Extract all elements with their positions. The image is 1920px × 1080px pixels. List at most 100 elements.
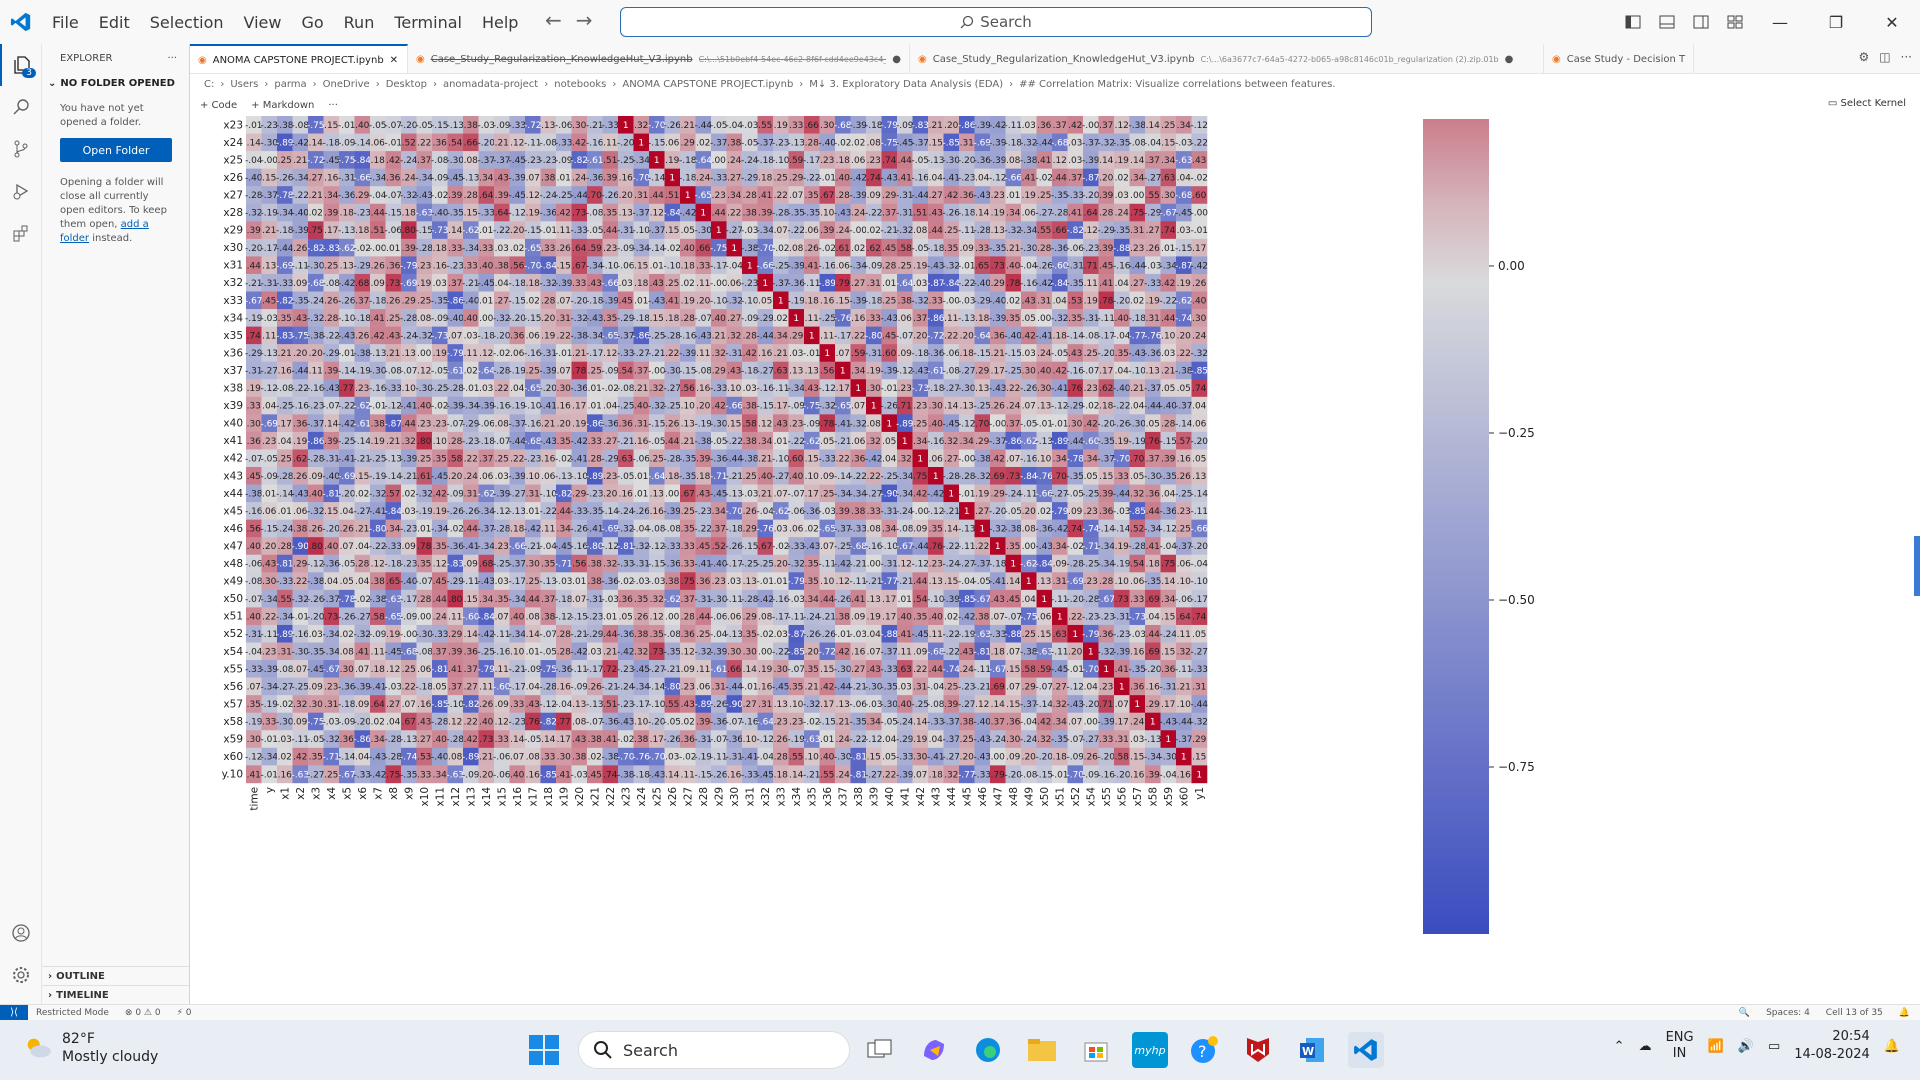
breadcrumb-item[interactable]: notebooks <box>554 78 607 90</box>
forward-arrow-icon[interactable]: → <box>575 8 593 32</box>
cell-annotation: -.20 <box>539 384 557 394</box>
back-arrow-icon[interactable]: ← <box>545 8 562 32</box>
remote-indicator-icon[interactable]: ⟩⟨ <box>0 1004 28 1021</box>
cell-annotation: .74 <box>247 332 262 342</box>
language-indicator[interactable]: ENG IN <box>1666 1030 1694 1062</box>
menu-file[interactable]: File <box>52 12 79 32</box>
battery-icon[interactable]: ▭ <box>1767 1038 1781 1054</box>
notifications-bell-icon[interactable]: 🔔 <box>1898 1007 1910 1018</box>
cell-annotation: -.35 <box>880 683 898 693</box>
task-view-icon[interactable] <box>862 1032 898 1068</box>
menu-go[interactable]: Go <box>301 12 324 32</box>
clock[interactable]: 20:54 14-08-2024 <box>1794 1028 1870 1064</box>
mcafee-icon[interactable] <box>1240 1032 1276 1068</box>
breadcrumb-item[interactable]: anomadata-project <box>442 78 539 90</box>
outline-section[interactable]: › OUTLINE <box>42 966 190 985</box>
menu-edit[interactable]: Edit <box>98 12 130 32</box>
more-actions-icon[interactable]: ··· <box>1900 50 1912 64</box>
tab-anoma-capstone[interactable]: ◉ ANOMA CAPSTONE PROJECT.ipynb ✕ <box>190 44 408 73</box>
more-actions-icon[interactable]: ··· <box>167 52 177 64</box>
command-search-box[interactable]: Search <box>620 7 1372 37</box>
cell-annotation: .11 <box>805 314 819 324</box>
notification-bell-icon[interactable]: 🔔 <box>1883 1038 1900 1054</box>
cell-annotation: .04 <box>867 630 882 640</box>
open-folder-button[interactable]: Open Folder <box>60 138 172 162</box>
add-folder-link[interactable]: add a folder <box>60 219 149 244</box>
tab-regularization-2[interactable]: ◉ Case_Study_Regularization_KnowledgeHut… <box>910 44 1544 73</box>
cell-annotation: -.25 <box>973 402 991 412</box>
word-icon[interactable]: W <box>1294 1032 1330 1068</box>
breadcrumb-item[interactable]: Users <box>230 78 259 90</box>
editor-scrollbar[interactable] <box>1914 536 1920 596</box>
settings-gear-icon[interactable]: ⚙ <box>1858 50 1870 64</box>
cell-indicator[interactable]: Cell 13 of 35 <box>1825 1007 1883 1018</box>
file-explorer-icon[interactable] <box>1024 1032 1060 1068</box>
toggle-panel-icon[interactable] <box>1650 0 1684 44</box>
help-icon[interactable]: ? <box>1186 1032 1222 1068</box>
menu-view[interactable]: View <box>243 12 282 32</box>
taskbar-search[interactable]: Search <box>578 1031 850 1069</box>
more-toolbar-icon[interactable]: ··· <box>328 99 338 111</box>
zoom-icon[interactable]: 🔍 <box>1738 1007 1751 1018</box>
breadcrumb-item[interactable]: M↓ 3. Exploratory Data Analysis (EDA) <box>809 78 1004 90</box>
windows-start-icon[interactable] <box>528 1034 560 1070</box>
settings-gear-icon[interactable] <box>0 954 42 996</box>
onedrive-cloud-icon[interactable]: ☁ <box>1638 1038 1652 1054</box>
search-icon[interactable] <box>0 86 42 128</box>
run-debug-icon[interactable] <box>0 170 42 212</box>
no-folder-section[interactable]: ⌄ NO FOLDER OPENED <box>42 72 189 94</box>
breadcrumb-item[interactable]: ANOMA CAPSTONE PROJECT.ipynb <box>622 78 794 90</box>
unsaved-dot-icon[interactable]: ● <box>1504 53 1514 65</box>
breadcrumb-item[interactable]: C: <box>204 78 215 90</box>
microsoft-store-icon[interactable] <box>1078 1032 1114 1068</box>
wifi-icon[interactable]: 📶 <box>1707 1038 1724 1054</box>
select-kernel-button[interactable]: ▭ Select Kernel <box>1828 98 1906 109</box>
ports-indicator[interactable]: ⚡ 0 <box>176 1007 192 1018</box>
menu-terminal[interactable]: Terminal <box>394 12 462 32</box>
customize-layout-icon[interactable] <box>1718 0 1752 44</box>
myhp-icon[interactable]: myhp <box>1132 1032 1168 1068</box>
cell-annotation: .26 <box>479 700 494 710</box>
vscode-taskbar-icon[interactable] <box>1348 1032 1384 1068</box>
toggle-primary-sidebar-icon[interactable] <box>1616 0 1650 44</box>
spaces-indicator[interactable]: Spaces: 4 <box>1766 1007 1810 1018</box>
close-tab-icon[interactable]: ✕ <box>389 54 399 66</box>
add-code-cell-button[interactable]: + Code <box>200 99 238 111</box>
cell-annotation: .37 <box>479 454 493 464</box>
extensions-icon[interactable] <box>0 212 42 254</box>
timeline-section[interactable]: › TIMELINE <box>42 985 190 1004</box>
tab-regularization-1[interactable]: ◉ Case_Study_Regularization_KnowledgeHut… <box>408 44 910 73</box>
cell-annotation: .20 <box>1177 332 1192 342</box>
breadcrumb-item[interactable]: Desktop <box>385 78 427 90</box>
breadcrumb-item[interactable]: ## Correlation Matrix: Visualize correla… <box>1019 78 1336 90</box>
toggle-secondary-sidebar-icon[interactable] <box>1684 0 1718 44</box>
account-icon[interactable] <box>0 912 42 954</box>
cell-annotation: .20 <box>619 191 634 201</box>
breadcrumb-item[interactable]: parma <box>274 78 307 90</box>
heatmap-cell <box>773 116 789 134</box>
cell-annotation: .39 <box>820 226 835 236</box>
restricted-mode[interactable]: Restricted Mode <box>36 1007 109 1018</box>
explorer-icon[interactable]: 3 <box>0 44 42 86</box>
split-editor-icon[interactable]: ◫ <box>1879 50 1891 64</box>
weather-widget[interactable]: 82°F Mostly cloudy <box>22 1030 158 1066</box>
menu-run[interactable]: Run <box>343 12 375 32</box>
add-markdown-cell-button[interactable]: + Markdown <box>251 99 315 111</box>
restore-button[interactable]: ❐ <box>1828 12 1844 32</box>
unsaved-dot-icon[interactable]: ● <box>892 53 901 65</box>
source-control-icon[interactable] <box>0 128 42 170</box>
cell-annotation: .18 <box>991 647 1006 657</box>
menu-selection[interactable]: Selection <box>149 12 224 32</box>
edge-browser-icon[interactable] <box>970 1032 1006 1068</box>
close-button[interactable]: ✕ <box>1885 12 1899 32</box>
heatmap-cell <box>664 116 681 134</box>
tab-decision-tree[interactable]: ◉ Case Study - Decision T <box>1544 44 1694 73</box>
minimize-button[interactable]: — <box>1772 12 1788 32</box>
menu-help[interactable]: Help <box>481 12 519 32</box>
volume-icon[interactable]: 🔊 <box>1737 1038 1754 1054</box>
problems-indicator[interactable]: ⊗ 0 ⚠ 0 <box>124 1007 161 1018</box>
copilot-icon[interactable] <box>916 1032 952 1068</box>
heatmap-cell <box>602 116 619 134</box>
chevron-up-icon[interactable]: ⌃ <box>1613 1038 1625 1054</box>
breadcrumb-item[interactable]: OneDrive <box>322 78 370 90</box>
